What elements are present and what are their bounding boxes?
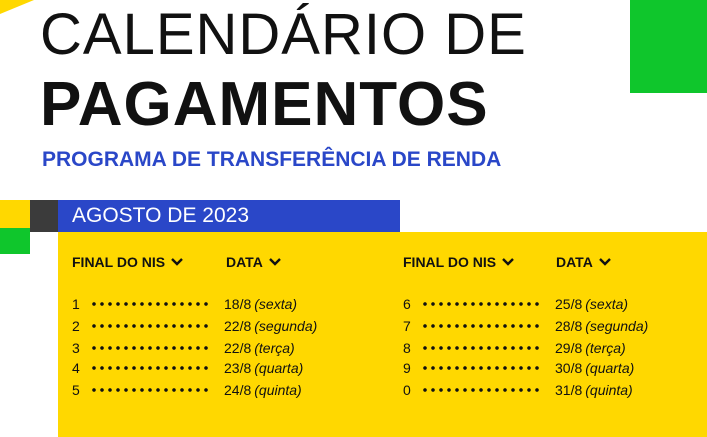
dotted-leader (90, 302, 208, 306)
date-column-header-left[interactable]: DATA (226, 254, 281, 270)
schedule-panel (58, 232, 707, 437)
nis-digit: 8 (403, 340, 411, 356)
payment-weekday: (quarta) (254, 360, 304, 376)
schedule-row: 4 23/8 (quarta) (72, 358, 303, 378)
date-column-label: DATA (556, 254, 593, 270)
dotted-leader (421, 366, 539, 370)
schedule-row: 1 18/8 (sexta) (72, 294, 297, 314)
payment-date: 24/8 (224, 382, 252, 398)
chevron-down-icon (598, 258, 611, 266)
dark-gray-block (30, 200, 58, 232)
nis-digit: 0 (403, 382, 411, 398)
schedule-row: 9 30/8 (quarta) (403, 358, 634, 378)
chevron-down-icon (268, 258, 281, 266)
nis-digit: 2 (72, 318, 80, 334)
chevron-down-icon (502, 258, 514, 266)
schedule-row: 2 22/8 (segunda) (72, 316, 317, 336)
schedule-row: 6 25/8 (sexta) (403, 294, 628, 314)
schedule-row: 7 28/8 (segunda) (403, 316, 648, 336)
schedule-row: 3 22/8 (terça) (72, 338, 295, 358)
dotted-leader (421, 346, 539, 350)
nis-digit: 7 (403, 318, 411, 334)
nis-digit: 5 (72, 382, 80, 398)
nis-column-label: FINAL DO NIS (403, 254, 497, 270)
nis-digit: 4 (72, 360, 80, 376)
page-title-line2: PAGAMENTOS (40, 70, 489, 139)
yellow-corner-triangle (0, 0, 34, 14)
nis-digit: 3 (72, 340, 80, 356)
payment-weekday: (quarta) (585, 360, 635, 376)
payment-date: 22/8 (224, 340, 252, 356)
month-banner: AGOSTO DE 2023 (58, 200, 400, 232)
payment-weekday: (terça) (254, 340, 295, 356)
schedule-row: 8 29/8 (terça) (403, 338, 626, 358)
payment-date: 22/8 (224, 318, 252, 334)
nis-column-header-right[interactable]: FINAL DO NIS (403, 254, 514, 270)
payment-date: 29/8 (555, 340, 583, 356)
payment-date: 23/8 (224, 360, 252, 376)
schedule-row: 0 31/8 (quinta) (403, 380, 633, 400)
payment-date: 30/8 (555, 360, 583, 376)
payment-date: 31/8 (555, 382, 583, 398)
yellow-side-strip (0, 200, 30, 228)
green-corner-block (630, 0, 707, 93)
schedule-row: 5 24/8 (quinta) (72, 380, 302, 400)
payment-weekday: (segunda) (254, 318, 318, 334)
chevron-down-icon (171, 258, 183, 266)
nis-column-label: FINAL DO NIS (72, 254, 166, 270)
payment-weekday: (segunda) (585, 318, 649, 334)
payment-date: 28/8 (555, 318, 583, 334)
dotted-leader (90, 324, 208, 328)
payment-weekday: (sexta) (585, 296, 629, 312)
nis-digit: 9 (403, 360, 411, 376)
green-side-block (0, 228, 30, 254)
dotted-leader (421, 324, 539, 328)
nis-column-header-left[interactable]: FINAL DO NIS (72, 254, 183, 270)
dotted-leader (90, 388, 208, 392)
date-column-label: DATA (226, 254, 263, 270)
payment-weekday: (quinta) (254, 382, 302, 398)
dotted-leader (421, 302, 539, 306)
date-column-header-right[interactable]: DATA (556, 254, 611, 270)
nis-digit: 1 (72, 296, 80, 312)
dotted-leader (90, 366, 208, 370)
page-title-line1: CALENDÁRIO DE (40, 2, 527, 67)
payment-date: 18/8 (224, 296, 252, 312)
payment-weekday: (sexta) (254, 296, 298, 312)
nis-digit: 6 (403, 296, 411, 312)
page-subtitle: PROGRAMA DE TRANSFERÊNCIA DE RENDA (42, 148, 502, 171)
payment-weekday: (terça) (585, 340, 626, 356)
payment-weekday: (quinta) (585, 382, 633, 398)
dotted-leader (421, 388, 539, 392)
dotted-leader (90, 346, 208, 350)
payment-date: 25/8 (555, 296, 583, 312)
